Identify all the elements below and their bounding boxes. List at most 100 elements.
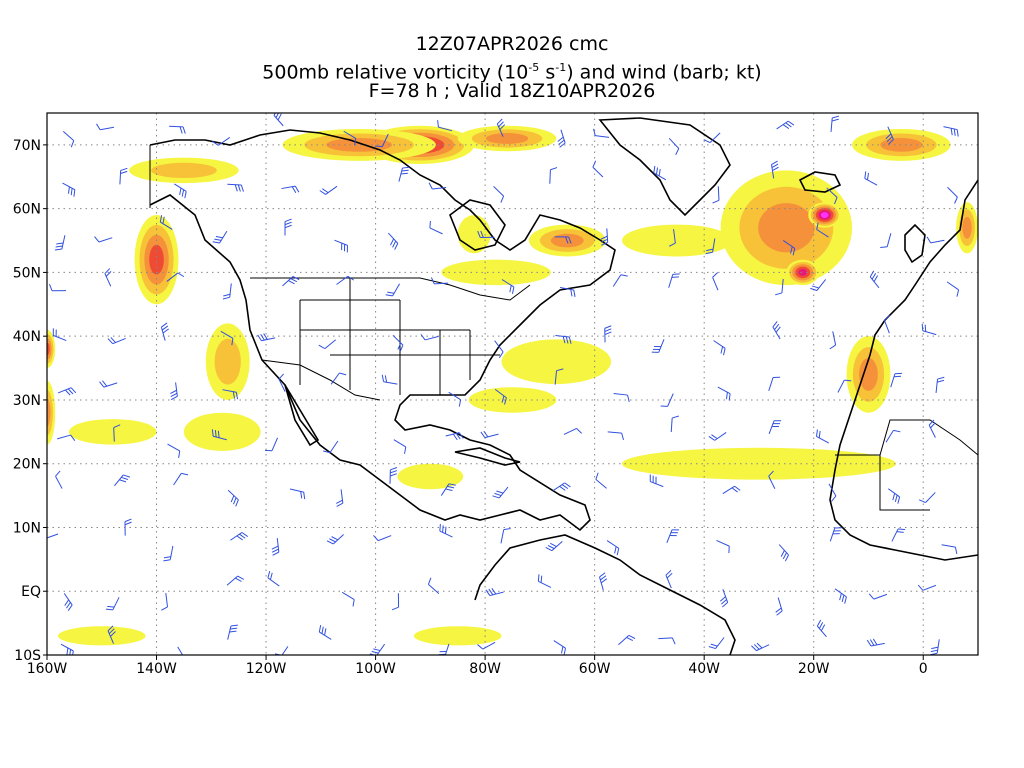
wind-barb <box>494 388 507 405</box>
wind-barb <box>834 588 847 604</box>
wind-barb <box>722 485 741 495</box>
wind-barb <box>947 186 958 204</box>
caribbean-coastline <box>454 447 521 466</box>
vorticity-region-24-level-1 <box>413 626 502 646</box>
title-exponent-1: -5 <box>528 61 540 74</box>
wind-barb <box>921 323 937 336</box>
wind-barb <box>284 218 292 236</box>
wind-barb <box>618 634 636 646</box>
wind-barb <box>494 340 504 359</box>
wind-barb <box>107 625 116 644</box>
lon-tick-label: 0 <box>919 661 928 677</box>
wind-barb <box>220 330 234 346</box>
lon-tick-label: 80W <box>469 661 501 677</box>
wind-barb <box>105 597 120 611</box>
lon-tick-label: 40W <box>688 661 720 677</box>
wind-barb <box>391 593 400 611</box>
wind-barb <box>170 382 178 401</box>
vorticity-region-17-level-5 <box>798 268 808 276</box>
wind-barb <box>282 276 300 287</box>
wind-barb <box>55 470 63 489</box>
wind-barb <box>716 539 730 554</box>
wind-barb <box>341 591 355 607</box>
vorticity-region-16-level-6 <box>820 212 829 218</box>
wind-barb <box>477 230 495 239</box>
vorticity-region-3-level-4 <box>149 244 164 275</box>
wind-barb <box>227 183 244 192</box>
longitude-labels: 160W 140W 120W 100W 80W 60W 40W 20W 0 <box>27 655 928 677</box>
wind-barbs <box>47 113 960 655</box>
political-borders <box>149 145 978 511</box>
wind-barb <box>169 125 186 134</box>
vorticity-shading <box>47 125 978 646</box>
wind-barb <box>771 160 779 179</box>
vorticity-region-15-level-3 <box>758 203 815 253</box>
wind-barb <box>885 429 901 443</box>
vorticity-region-6-level-1 <box>183 412 261 451</box>
vorticity-region-1-level-3 <box>326 138 393 152</box>
wind-barb <box>480 430 499 439</box>
wind-barb <box>866 638 885 647</box>
wind-barb <box>816 619 827 638</box>
wind-barb <box>607 431 625 440</box>
wind-barb <box>222 389 239 400</box>
europe-africa-coastline <box>829 179 978 561</box>
wind-barb <box>159 215 173 230</box>
wind-barb <box>668 137 680 156</box>
wind-barb <box>545 540 563 552</box>
vorticity-region-9-level-3 <box>47 399 51 427</box>
wind-barb <box>281 185 300 193</box>
title-line-2-mid: s <box>539 61 556 84</box>
wind-barb <box>553 640 567 655</box>
wind-barb <box>336 275 354 285</box>
wind-barb <box>554 368 564 385</box>
wind-barb <box>600 228 609 246</box>
wind-barb <box>810 279 827 291</box>
wind-barb <box>62 130 75 148</box>
wind-barb <box>500 528 511 544</box>
wind-barb <box>420 333 439 341</box>
lat-tick-label: 70N <box>13 138 41 154</box>
wind-barb <box>868 593 888 600</box>
wind-barb <box>703 132 721 144</box>
wind-barb <box>918 492 936 503</box>
wind-barb <box>665 569 673 589</box>
wind-barb <box>891 528 906 542</box>
vorticity-region-23-level-1 <box>57 626 146 646</box>
title-line-3: F=78 h ; Valid 18Z10APR2026 <box>368 80 656 102</box>
lat-tick-label: 20N <box>13 457 41 473</box>
wind-barb <box>114 474 131 487</box>
wind-barb <box>373 535 392 542</box>
wind-barb <box>592 160 604 178</box>
title-line-2-suffix: ) and wind (barb; kt) <box>566 61 762 84</box>
wind-barb <box>926 236 945 244</box>
wind-barb <box>227 624 238 640</box>
wind-barb <box>649 474 664 488</box>
wind-barb <box>343 130 357 146</box>
lon-tick-label: 100W <box>355 661 396 677</box>
vorticity-region-13-level-1 <box>501 339 612 384</box>
title-line-2: 500mb relative vorticity (10-5 s-1) and … <box>0 57 1024 83</box>
wind-barb <box>869 270 880 289</box>
wind-barb <box>492 486 509 499</box>
vorticity-region-5-level-2 <box>214 338 241 385</box>
wind-barb <box>330 372 347 385</box>
wind-barb <box>946 281 960 297</box>
wind-barb <box>107 337 126 345</box>
wind-barb <box>708 432 727 441</box>
wind-barb <box>113 424 121 442</box>
wind-barb <box>104 268 112 287</box>
vorticity-region-20-level-3 <box>859 358 878 391</box>
wind-barb <box>816 222 829 238</box>
wind-barb <box>119 167 128 185</box>
wind-barb <box>613 392 630 402</box>
wind-barb <box>549 167 558 184</box>
baja-coastline <box>284 384 320 447</box>
wind-barb <box>226 575 245 586</box>
wind-barb <box>816 429 830 444</box>
wind-barb <box>437 120 453 132</box>
coastlines <box>149 117 978 655</box>
vorticity-region-22-level-1 <box>397 463 464 490</box>
wind-barb <box>49 283 67 292</box>
lon-tick-label: 20W <box>798 661 830 677</box>
